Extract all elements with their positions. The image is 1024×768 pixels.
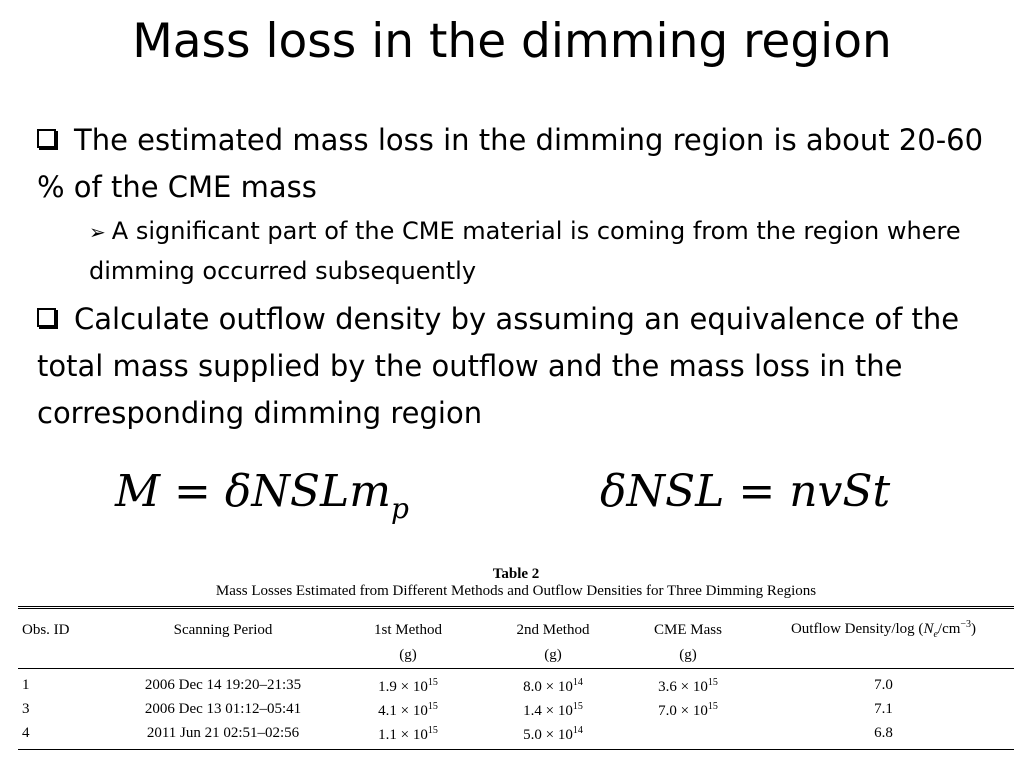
header-period: Scanning Period xyxy=(113,606,333,645)
table-row: 4 2011 Jun 21 02:51–02:56 1.1 × 1015 5.0… xyxy=(18,721,1014,750)
arrow-bullet-icon: ➢ xyxy=(89,220,106,244)
bullet-outflow-density: Calculate outflow density by assuming an… xyxy=(37,296,1012,437)
bullet-mass-loss: The estimated mass loss in the dimming r… xyxy=(37,117,1012,211)
slide-title: Mass loss in the dimming region xyxy=(132,14,892,69)
table-row: 3 2006 Dec 13 01:12–05:41 4.1 × 1015 1.4… xyxy=(22,700,893,720)
equations: M = δNSLmp δNSL = nvSt xyxy=(0,466,1024,526)
header-cme-mass: CME Mass xyxy=(623,606,753,645)
bullet-outflow-text: Calculate outflow density by assuming an… xyxy=(37,302,960,430)
header-density: Outflow Density/log (Ne/cm−3) xyxy=(753,606,1014,645)
header-obs-id: Obs. ID xyxy=(18,606,113,645)
sub-bullet-cme-material: ➢ A significant part of the CME material … xyxy=(89,212,1014,292)
header-method2: 2nd Method xyxy=(483,606,623,645)
equation-mass: M = δNSLmp xyxy=(115,466,409,525)
checkbox-bullet-icon xyxy=(37,308,56,327)
header-unit: (g) xyxy=(483,645,623,669)
table-subtitle: Mass Losses Estimated from Different Met… xyxy=(215,583,817,599)
bullet-mass-loss-text: The estimated mass loss in the dimming r… xyxy=(37,123,984,204)
checkbox-bullet-icon xyxy=(37,129,56,148)
header-method1: 1st Method xyxy=(333,606,483,645)
table-caption: Table 2 xyxy=(492,566,540,582)
mass-loss-table: Table 2 Mass Losses Estimated from Diffe… xyxy=(18,566,1014,750)
equation-outflow: δNSL = nvSt xyxy=(600,466,891,517)
sub-bullet-text: A significant part of the CME material i… xyxy=(89,217,961,285)
header-unit: (g) xyxy=(333,645,483,669)
header-unit: (g) xyxy=(623,645,753,669)
table-row: 1 2006 Dec 14 19:20–21:35 1.9 × 1015 8.0… xyxy=(22,676,893,696)
